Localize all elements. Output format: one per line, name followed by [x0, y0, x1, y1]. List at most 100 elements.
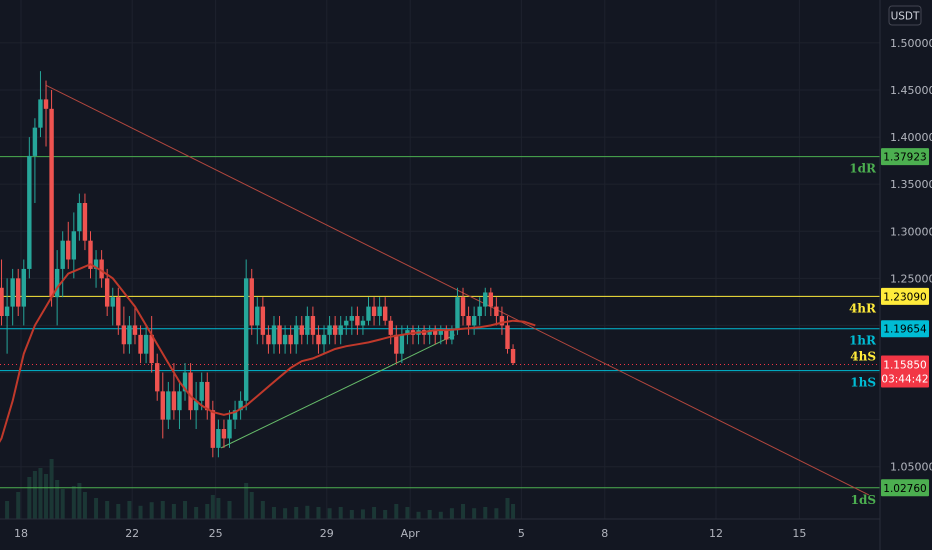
candle-body	[366, 306, 371, 321]
time-tick-label: 22	[125, 527, 139, 540]
price-tag-1hR-bg	[881, 320, 929, 338]
candle-body	[216, 429, 221, 448]
volume-bar	[60, 489, 65, 519]
volume-bar	[244, 483, 249, 519]
candle-body	[488, 292, 494, 307]
candle-body	[505, 325, 510, 349]
volume-bar	[349, 510, 354, 519]
volume-bar	[171, 504, 176, 519]
volume-bar	[38, 468, 43, 519]
candle-body	[21, 268, 26, 307]
time-tick-label: 5	[518, 527, 525, 540]
candle-body	[382, 306, 388, 321]
candle-body	[110, 297, 115, 307]
volume-bar	[127, 501, 132, 519]
candle-body	[121, 325, 127, 345]
volume-bar	[205, 504, 210, 519]
candle-body	[310, 316, 316, 335]
current-price-label: 1.15850	[883, 360, 926, 372]
candle-body	[271, 325, 277, 345]
candle-body	[477, 306, 482, 317]
candle-body	[16, 278, 21, 307]
level-name-4hR: 4hR	[849, 301, 877, 315]
candle-body	[66, 240, 71, 260]
candle-body	[438, 330, 443, 335]
candle-body	[104, 278, 110, 307]
candle-body	[205, 381, 210, 411]
candle-body	[249, 278, 254, 326]
moving-average-line	[0, 263, 536, 443]
price-tag-1dR-label: 1.37923	[883, 152, 926, 164]
volume-bar	[427, 510, 432, 519]
candle-body	[466, 316, 471, 326]
candle-body	[193, 400, 199, 411]
candle-body	[116, 297, 121, 326]
volume-bar	[183, 501, 188, 519]
candle-body	[294, 325, 299, 345]
candle-body	[377, 306, 382, 317]
candle-body	[321, 334, 327, 345]
volume-bar	[138, 505, 143, 519]
time-tick-label: 15	[792, 527, 806, 540]
candle-body	[371, 306, 377, 317]
volume-bar	[494, 508, 499, 519]
candle-body	[349, 316, 355, 321]
volume-bar	[77, 483, 82, 519]
volume-bar	[438, 511, 443, 519]
candle-body	[0, 287, 4, 317]
level-name-1hS: 1hS	[850, 376, 876, 390]
volume-bar	[383, 510, 388, 519]
volume-bar	[44, 474, 49, 519]
level-names: 1dR 4hR 1hR 1hS 1dS 4hS	[849, 162, 877, 507]
time-axis-ticks[interactable]: 18 22 25 29 Apr 5 8 12 15	[14, 527, 806, 540]
price-axis-panel[interactable]	[880, 0, 932, 550]
volume-bar	[16, 492, 21, 519]
candle-body	[510, 348, 516, 364]
volume-bar	[316, 507, 321, 519]
volume-bar	[449, 508, 454, 519]
level-name-1dR: 1dR	[849, 162, 877, 176]
candle-body	[327, 325, 332, 335]
time-tick-label: 8	[601, 527, 608, 540]
price-tags: 1.379231.230901.196541.152021.027601.152…	[881, 148, 929, 497]
volume-bar	[249, 492, 254, 519]
time-tick-label: 18	[14, 527, 28, 540]
volume-bar	[55, 480, 60, 519]
candle-body	[177, 391, 182, 411]
price-tag-4hR-bg	[881, 287, 929, 305]
level-name-4hS: 4hS	[850, 350, 876, 364]
currency-badge[interactable]: USDT	[888, 5, 922, 26]
candle-body	[99, 259, 104, 279]
candle-body	[360, 320, 366, 326]
candle-body	[260, 306, 266, 335]
candle-body	[444, 330, 449, 340]
candle-body	[60, 240, 65, 269]
candle-body	[316, 334, 321, 345]
volume-bar	[71, 486, 76, 519]
volume-bar	[294, 507, 299, 519]
candle-body	[460, 297, 466, 317]
time-tick-label: 25	[209, 527, 223, 540]
candle-body	[77, 203, 82, 232]
volume-bar	[5, 501, 10, 519]
candle-body	[127, 325, 132, 345]
price-tick-label: 1.25000	[890, 272, 932, 285]
volume-bar	[27, 477, 32, 519]
candle-body	[433, 330, 438, 335]
candle-body	[449, 330, 455, 340]
candle-body	[182, 372, 188, 392]
candle-body	[277, 325, 282, 345]
current-price-tag-bg	[881, 355, 929, 388]
candle-body	[188, 372, 193, 411]
candle-body	[32, 127, 38, 156]
candle-body	[427, 330, 432, 335]
candle-body	[355, 316, 360, 326]
candle-body	[171, 391, 177, 411]
candle-body	[344, 320, 349, 326]
volume-bar	[271, 507, 276, 519]
volume-bar	[505, 498, 510, 519]
candle-body	[266, 334, 271, 345]
candle-body	[282, 334, 288, 345]
trendline-ascending[interactable]	[220, 334, 455, 449]
